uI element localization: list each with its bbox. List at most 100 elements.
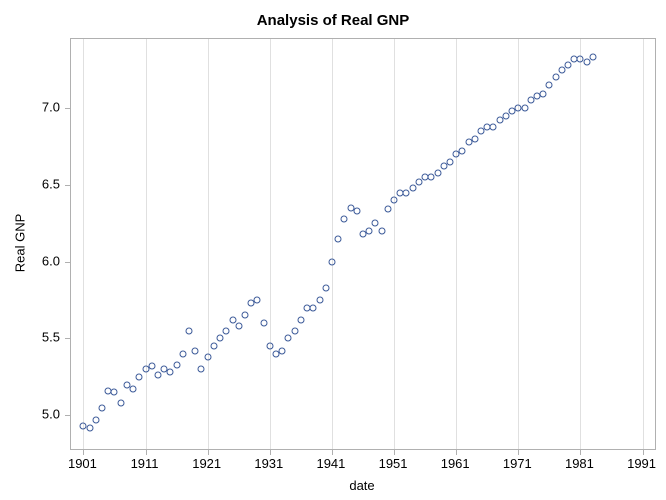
data-point (86, 424, 93, 431)
data-point (198, 366, 205, 373)
data-point (372, 220, 379, 227)
gridline-vertical (83, 39, 84, 449)
data-point (440, 163, 447, 170)
gridline-vertical (456, 39, 457, 449)
data-point (378, 227, 385, 234)
data-point (167, 369, 174, 376)
y-tick-label: 5.5 (42, 330, 60, 345)
y-tick-label: 5.0 (42, 407, 60, 422)
data-point (353, 207, 360, 214)
x-tick (208, 449, 209, 455)
gridline-vertical (208, 39, 209, 449)
x-axis-label: date (349, 478, 374, 493)
x-tick-label: 1901 (68, 456, 97, 471)
data-point (260, 320, 267, 327)
data-point (478, 128, 485, 135)
data-point (341, 215, 348, 222)
y-tick (65, 108, 71, 109)
gridline-vertical (518, 39, 519, 449)
data-point (428, 174, 435, 181)
x-tick-label: 1941 (316, 456, 345, 471)
data-point (192, 347, 199, 354)
x-tick-label: 1981 (565, 456, 594, 471)
x-tick (456, 449, 457, 455)
data-point (366, 227, 373, 234)
gridline-vertical (580, 39, 581, 449)
y-tick (65, 185, 71, 186)
x-tick (518, 449, 519, 455)
x-tick (643, 449, 644, 455)
data-point (552, 74, 559, 81)
data-point (335, 235, 342, 242)
x-tick-label: 1911 (131, 456, 159, 471)
data-point (322, 284, 329, 291)
data-point (291, 327, 298, 334)
data-point (111, 389, 118, 396)
chart-title: Analysis of Real GNP (0, 12, 666, 29)
y-axis-label: Real GNP (13, 214, 28, 273)
data-point (527, 97, 534, 104)
data-point (565, 62, 572, 69)
y-tick-label: 6.5 (42, 176, 60, 191)
data-point (179, 350, 186, 357)
data-point (546, 82, 553, 89)
gridline-vertical (270, 39, 271, 449)
data-point (229, 317, 236, 324)
data-point (92, 416, 99, 423)
data-point (403, 189, 410, 196)
data-point (384, 206, 391, 213)
gridline-vertical (643, 39, 644, 449)
y-tick-label: 7.0 (42, 100, 60, 115)
data-point (154, 372, 161, 379)
x-tick (146, 449, 147, 455)
x-tick-label: 1991 (627, 456, 656, 471)
data-point (434, 169, 441, 176)
data-point (328, 258, 335, 265)
y-tick-label: 6.0 (42, 253, 60, 268)
data-point (496, 117, 503, 124)
data-point (589, 54, 596, 61)
data-point (148, 363, 155, 370)
x-tick (580, 449, 581, 455)
data-point (130, 386, 137, 393)
data-point (310, 304, 317, 311)
data-point (210, 343, 217, 350)
data-point (540, 91, 547, 98)
data-point (223, 327, 230, 334)
x-tick-label: 1951 (379, 456, 408, 471)
gridline-vertical (332, 39, 333, 449)
x-tick-label: 1961 (441, 456, 470, 471)
data-point (297, 317, 304, 324)
x-tick-label: 1971 (503, 456, 532, 471)
data-point (217, 335, 224, 342)
data-point (99, 404, 106, 411)
data-point (235, 323, 242, 330)
data-point (254, 297, 261, 304)
gridline-vertical (394, 39, 395, 449)
x-tick-label: 1921 (192, 456, 221, 471)
x-tick (270, 449, 271, 455)
y-tick (65, 415, 71, 416)
data-point (490, 123, 497, 130)
chart-container: Analysis of Real GNP Real GNP date 1901 1… (0, 0, 666, 500)
y-tick (65, 338, 71, 339)
data-point (241, 312, 248, 319)
data-point (415, 178, 422, 185)
data-point (204, 353, 211, 360)
data-point (266, 343, 273, 350)
x-tick (83, 449, 84, 455)
data-point (409, 184, 416, 191)
data-point (558, 66, 565, 73)
data-point (459, 148, 466, 155)
x-tick (394, 449, 395, 455)
data-point (173, 361, 180, 368)
y-tick (65, 262, 71, 263)
data-point (391, 197, 398, 204)
data-point (186, 327, 193, 334)
data-point (136, 373, 143, 380)
data-point (446, 158, 453, 165)
data-point (285, 335, 292, 342)
data-point (521, 105, 528, 112)
gridline-vertical (146, 39, 147, 449)
data-point (279, 347, 286, 354)
